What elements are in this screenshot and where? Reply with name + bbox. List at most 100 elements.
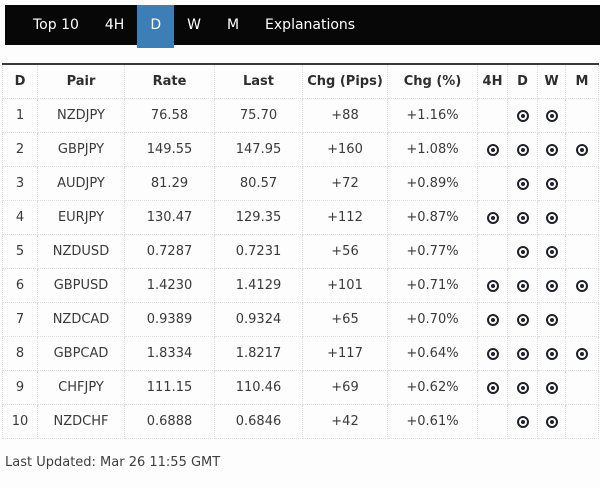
target-icon — [516, 313, 529, 326]
target-icon — [576, 279, 588, 292]
chg-pips-cell: +56 — [302, 234, 388, 269]
last-cell: 110.46 — [214, 370, 303, 405]
rate-cell: 149.55 — [124, 132, 215, 167]
rate-cell: 76.58 — [124, 98, 215, 133]
tab-d[interactable]: D — [137, 5, 175, 48]
chg-pips-cell: +69 — [302, 370, 388, 405]
target-icon — [545, 415, 558, 428]
table-row: 3 AUDJPY 81.29 80.57 +72 +0.89% — [2, 166, 599, 201]
chg-pips-cell: +72 — [302, 166, 388, 201]
tab-w[interactable]: W — [187, 17, 201, 33]
chg-pips-cell: +65 — [302, 302, 388, 337]
rank-cell: 2 — [2, 132, 38, 167]
chg-pct-cell: +0.64% — [387, 336, 478, 371]
header-4h: 4H — [477, 63, 508, 99]
w-signal-cell — [537, 98, 566, 133]
target-icon — [486, 279, 499, 292]
d-signal-cell — [507, 132, 538, 167]
d-signal-cell — [507, 166, 538, 201]
header-chg-pips: Chg (Pips) — [302, 63, 388, 99]
w-signal-cell — [537, 336, 566, 371]
target-icon — [545, 279, 558, 292]
d-signal-cell — [507, 268, 538, 303]
chg-pct-cell: +0.71% — [387, 268, 478, 303]
top-movers-table: D Pair Rate Last Chg (Pips) Chg (%) 4H D… — [2, 63, 599, 439]
target-icon — [516, 245, 529, 258]
tab-top-10[interactable]: Top 10 — [33, 17, 79, 33]
target-icon — [486, 381, 499, 394]
rate-cell: 111.15 — [124, 370, 215, 405]
table-row: 4 EURJPY 130.47 129.35 +112 +0.87% — [2, 200, 599, 235]
m-signal-cell — [565, 370, 599, 405]
rank-cell: 9 — [2, 370, 38, 405]
rate-cell: 81.29 — [124, 166, 215, 201]
w-signal-cell — [537, 166, 566, 201]
last-cell: 129.35 — [214, 200, 303, 235]
h4-signal-cell — [477, 98, 508, 133]
d-signal-cell — [507, 370, 538, 405]
pair-cell: GBPCAD — [37, 336, 125, 371]
w-signal-cell — [537, 200, 566, 235]
header-rank: D — [2, 63, 38, 99]
last-cell: 80.57 — [214, 166, 303, 201]
pairs-table-body: 1 NZDJPY 76.58 75.70 +88 +1.16% 2 GBPJPY 149.55 1… — [2, 98, 599, 439]
pair-cell: GBPJPY — [37, 132, 125, 167]
target-icon — [516, 211, 529, 224]
target-icon — [516, 177, 529, 190]
target-icon — [576, 143, 588, 156]
header-last: Last — [214, 63, 303, 99]
target-icon — [545, 109, 558, 122]
pair-cell: NZDCHF — [37, 404, 125, 439]
tab-m[interactable]: M — [226, 17, 240, 33]
h4-signal-cell — [477, 268, 508, 303]
rank-cell: 4 — [2, 200, 38, 235]
target-icon — [516, 279, 529, 292]
m-signal-cell — [565, 234, 599, 269]
m-signal-cell — [565, 132, 599, 167]
h4-signal-cell — [477, 200, 508, 235]
last-cell: 1.8217 — [214, 336, 303, 371]
pair-cell: CHFJPY — [37, 370, 125, 405]
target-icon — [516, 109, 529, 122]
target-icon — [516, 143, 529, 156]
table-row: 10 NZDCHF 0.6888 0.6846 +42 +0.61% — [2, 404, 599, 439]
d-signal-cell — [507, 302, 538, 337]
last-updated-text: Last Updated: Mar 26 11:55 GMT — [5, 455, 221, 470]
m-signal-cell — [565, 302, 599, 337]
tab-4h[interactable]: 4H — [104, 17, 125, 33]
target-icon — [545, 313, 558, 326]
rank-cell: 5 — [2, 234, 38, 269]
pair-cell: AUDJPY — [37, 166, 125, 201]
chg-pct-cell: +0.89% — [387, 166, 478, 201]
table-header-row: D Pair Rate Last Chg (Pips) Chg (%) 4H D… — [2, 63, 599, 99]
header-rate: Rate — [124, 63, 215, 99]
chg-pct-cell: +1.16% — [387, 98, 478, 133]
w-signal-cell — [537, 302, 566, 337]
last-cell: 1.4129 — [214, 268, 303, 303]
last-cell: 0.9324 — [214, 302, 303, 337]
h4-signal-cell — [477, 370, 508, 405]
target-icon — [516, 415, 529, 428]
target-icon — [545, 381, 558, 394]
h4-signal-cell — [477, 234, 508, 269]
rank-cell: 8 — [2, 336, 38, 371]
m-signal-cell — [565, 336, 599, 371]
rate-cell: 0.9389 — [124, 302, 215, 337]
chg-pips-cell: +160 — [302, 132, 388, 167]
chg-pct-cell: +0.62% — [387, 370, 478, 405]
rank-cell: 10 — [2, 404, 38, 439]
rank-cell: 1 — [2, 98, 38, 133]
d-signal-cell — [507, 404, 538, 439]
rate-cell: 1.8334 — [124, 336, 215, 371]
target-icon — [545, 143, 558, 156]
table-row: 8 GBPCAD 1.8334 1.8217 +117 +0.64% — [2, 336, 599, 371]
target-icon — [516, 347, 529, 360]
target-icon — [545, 177, 558, 190]
tab-explanations[interactable]: Explanations — [265, 17, 356, 33]
w-signal-cell — [537, 404, 566, 439]
target-icon — [486, 143, 499, 156]
chg-pips-cell: +88 — [302, 98, 388, 133]
header-d: D — [507, 63, 538, 99]
rate-cell: 0.7287 — [124, 234, 215, 269]
